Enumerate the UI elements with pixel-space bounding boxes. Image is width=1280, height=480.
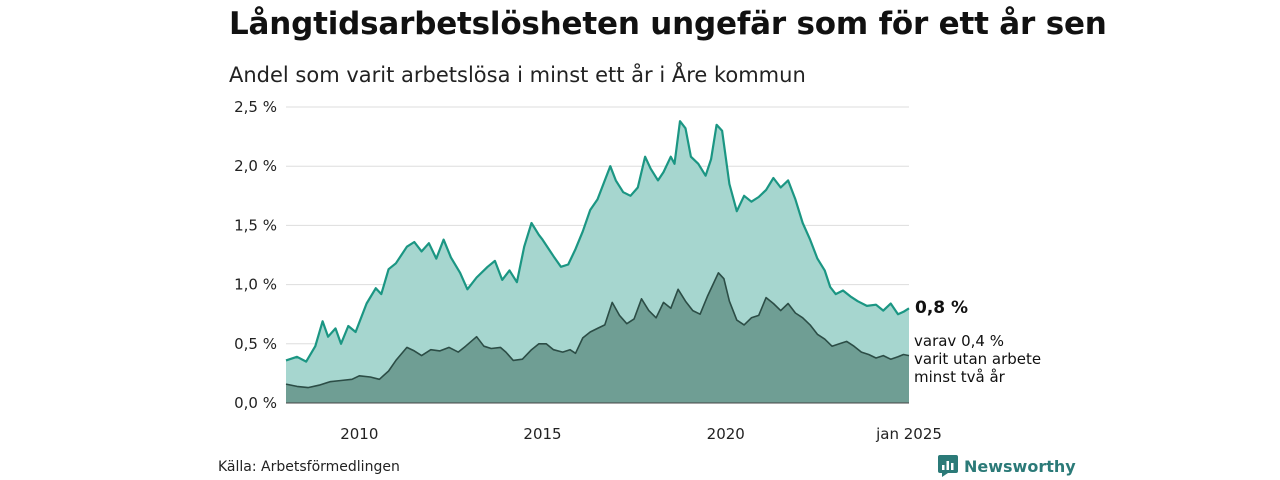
- x-tick-label: jan 2025: [875, 425, 942, 443]
- chart-subtitle: Andel som varit arbetslösa i minst ett å…: [229, 63, 806, 87]
- x-tick-label: 2020: [707, 425, 745, 443]
- end-label-long-term-line-1: varav 0,4 %: [914, 332, 1004, 350]
- end-label-total: 0,8 %: [915, 298, 968, 318]
- axis-labels: 0,0 % 0,5 % 1,0 % 1,5 % 2,0 % 2,5 % 2010 2015 20…: [234, 98, 942, 443]
- y-tick-label: 1,5 %: [234, 216, 277, 234]
- series-long-term-area: [286, 272, 909, 403]
- end-label-long-term-line-2: varit utan arbete: [914, 350, 1041, 368]
- chart-title: Långtidsarbetslösheten ungefär som för e…: [229, 6, 1107, 42]
- y-tick-label: 0,0 %: [234, 394, 277, 412]
- source-note: Källa: Arbetsförmedlingen: [218, 459, 400, 475]
- end-label-long-term-line-3: minst två år: [914, 368, 1006, 386]
- bar-chart-icon: [938, 455, 958, 477]
- end-labels: 0,8 % varav 0,4 % varit utan arbete mins…: [914, 298, 1041, 386]
- y-tick-label: 1,0 %: [234, 276, 277, 294]
- brand-logo[interactable]: Newsworthy: [938, 455, 1076, 477]
- y-tick-label: 2,0 %: [234, 157, 277, 175]
- x-tick-label: 2015: [523, 425, 561, 443]
- data-areas: [285, 120, 910, 404]
- x-tick-label: 2010: [340, 425, 378, 443]
- y-tick-label: 0,5 %: [234, 335, 277, 353]
- series-total-line: [285, 120, 910, 363]
- brand-name: Newsworthy: [964, 456, 1076, 476]
- series-long-term-line: [285, 271, 910, 389]
- y-tick-label: 2,5 %: [234, 98, 277, 116]
